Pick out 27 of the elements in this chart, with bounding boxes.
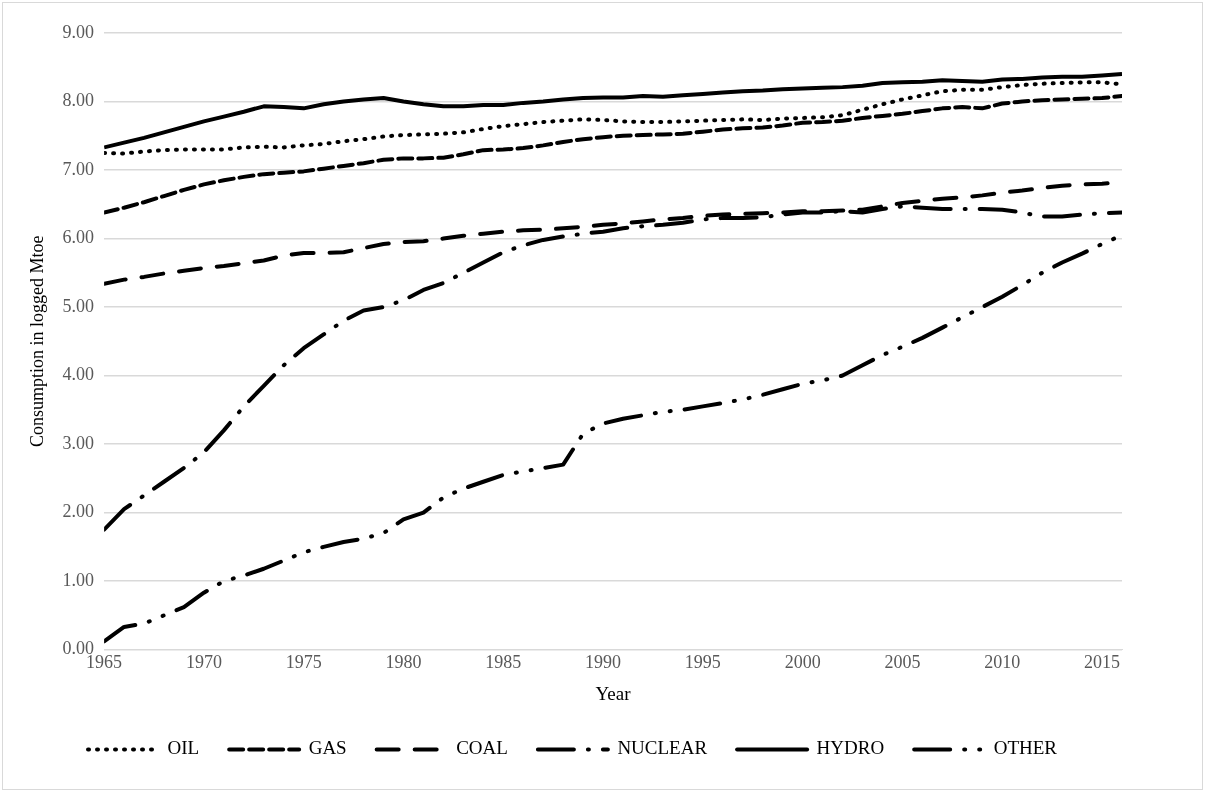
y-tick-label: 1.00: [62, 569, 95, 590]
x-axis-title: Year: [595, 682, 632, 704]
x-tick-label: 2000: [784, 652, 821, 673]
legend-label: NUCLEAR: [617, 737, 708, 759]
y-tick-label: 5.00: [62, 295, 95, 316]
x-tick-label: 1985: [485, 652, 522, 673]
legend-label: HYDRO: [816, 737, 885, 759]
x-tick-label: 2005: [884, 652, 921, 673]
y-tick-label: 7.00: [62, 158, 95, 179]
x-tick-label: 1980: [385, 652, 422, 673]
y-tick-label: 4.00: [62, 364, 95, 385]
y-tick-label: 3.00: [62, 432, 95, 453]
legend-label: OTHER: [993, 737, 1058, 759]
x-tick-label: 1970: [185, 652, 222, 673]
y-tick-label: 8.00: [62, 90, 95, 111]
x-tick-label: 1995: [684, 652, 721, 673]
legend-label: OIL: [167, 737, 200, 759]
x-tick-label: 2015: [1084, 652, 1121, 673]
x-tick-label: 1990: [585, 652, 622, 673]
legend-label: COAL: [456, 737, 508, 759]
y-tick-label: 2.00: [62, 501, 95, 522]
y-tick-label: 6.00: [62, 227, 95, 248]
x-tick-label: 1975: [285, 652, 322, 673]
x-tick-label: 2010: [984, 652, 1021, 673]
y-tick-label: 9.00: [62, 21, 95, 42]
legend-label: GAS: [308, 737, 347, 759]
y-axis-title: Consumption in logged Mtoe: [26, 235, 47, 448]
